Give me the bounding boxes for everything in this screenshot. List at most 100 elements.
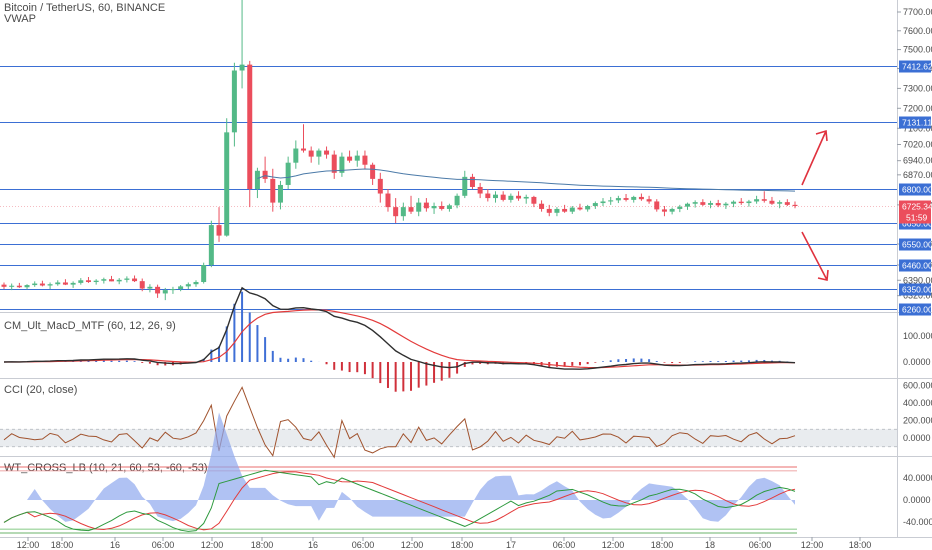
candles	[1, 0, 798, 301]
level-tag	[899, 303, 931, 316]
candle-body	[608, 200, 614, 202]
time-tick-label: 18:00	[451, 540, 474, 550]
candle-body	[55, 282, 61, 285]
candle-body	[39, 283, 45, 286]
candle-body	[308, 150, 314, 157]
candle-body	[347, 156, 353, 161]
cci-label: CCI (20, close)	[4, 384, 77, 396]
candle-body	[485, 193, 491, 199]
candle-body	[101, 279, 107, 281]
time-tick-label: 12:00	[401, 540, 424, 550]
time-tick-label: 12:00	[17, 540, 40, 550]
candle-body	[193, 282, 199, 285]
candle-body	[623, 198, 629, 200]
candle-body	[446, 205, 452, 209]
candle-body	[661, 209, 667, 212]
cci-tick-label: 400.0000	[903, 398, 932, 408]
wt-histogram-area	[4, 412, 795, 522]
last-price-tag	[899, 200, 931, 224]
level-tag	[899, 238, 931, 251]
candle-body	[16, 285, 22, 288]
candle-body	[462, 176, 468, 196]
vwap-label: VWAP	[4, 13, 36, 25]
time-tick-label: 12:00	[801, 540, 824, 550]
candle-body	[408, 207, 414, 212]
level-tag-text: 6350.00	[902, 285, 932, 295]
candle-body	[416, 202, 422, 212]
candle-body	[155, 286, 161, 294]
price-tick-label: 6940.00	[903, 156, 932, 166]
candle-body	[262, 170, 268, 179]
candle-body	[492, 194, 498, 199]
countdown-text: 51:59	[906, 213, 928, 223]
cci-tick-label: 0.0000	[903, 433, 931, 443]
macd-axis: 100.0000 0.0000	[903, 331, 932, 367]
price-axis[interactable]: 7700.007600.007500.007400.007300.007200.…	[897, 7, 932, 301]
price-tick-label: 7500.00	[903, 45, 932, 55]
price-tick-label: 6320.00	[903, 291, 932, 301]
candle-body	[132, 278, 138, 282]
time-tick-label: 16	[110, 540, 120, 550]
cci-tick-label: 600.0000	[903, 381, 932, 391]
time-axis[interactable]: 12:00 18:00 16 06:00 12:00 18:00 16 06:00 12:00 1…	[17, 537, 872, 550]
candle-body	[1, 284, 7, 287]
candle-body	[270, 178, 276, 203]
wt-tick-label: -40.0000	[903, 517, 932, 527]
price-pane[interactable]	[0, 0, 897, 312]
candle-body	[162, 290, 168, 294]
price-tick-label: 7300.00	[903, 83, 932, 93]
price-tick-label: 7200.00	[903, 103, 932, 113]
candle-body	[738, 201, 744, 204]
candle-body	[761, 199, 767, 201]
candle-body	[592, 203, 598, 206]
wt1-line	[3, 469, 796, 532]
candle-body	[769, 200, 775, 204]
candle-body	[201, 265, 207, 283]
cci-tick-label: 200.0000	[903, 416, 932, 426]
candle-body	[577, 207, 583, 210]
candle-body	[208, 225, 214, 265]
level-tag-text: 6550.00	[902, 240, 932, 250]
chart-title: Bitcoin / TetherUS, 60, BINANCE	[4, 2, 165, 14]
macd-pane[interactable]	[3, 286, 796, 392]
candle-body	[708, 203, 714, 205]
candle-body	[9, 285, 15, 287]
macd-line	[3, 286, 796, 370]
candle-body	[301, 148, 307, 151]
candle-body	[723, 203, 729, 206]
candle-body	[277, 184, 283, 203]
candle-body	[539, 203, 545, 209]
candle-body	[631, 196, 637, 200]
candle-body	[224, 132, 230, 236]
candle-body	[231, 70, 237, 133]
candle-body	[362, 155, 368, 165]
time-tick-label: 16	[308, 540, 318, 550]
cci-line	[3, 386, 796, 459]
macd-tick-label: 0.0000	[903, 357, 931, 367]
candle-body	[792, 204, 798, 206]
cci-pane[interactable]	[0, 386, 897, 459]
level-tag-text: 7131.11	[902, 118, 932, 128]
vwap-line	[257, 168, 796, 192]
candle-body	[516, 195, 522, 199]
candle-body	[178, 286, 184, 289]
time-tick-label: 18:00	[51, 540, 74, 550]
level-tag-text: 7412.62	[902, 62, 932, 72]
candle-body	[316, 150, 322, 157]
candle-body	[109, 279, 115, 282]
candle-body	[646, 199, 652, 202]
candle-body	[293, 148, 299, 163]
candle-body	[677, 206, 683, 209]
time-tick-label: 06:00	[749, 540, 772, 550]
candle-body	[185, 284, 191, 287]
candle-body	[170, 289, 176, 291]
candle-body	[731, 201, 737, 204]
candle-body	[47, 284, 53, 286]
level-tags: 7412.627131.116800.006650.006550.006460.…	[899, 60, 932, 316]
candle-body	[654, 201, 660, 210]
level-tag-text: 6260.00	[902, 305, 932, 315]
wt-pane[interactable]	[0, 412, 797, 534]
time-tick-label: 06:00	[152, 540, 175, 550]
candle-body	[469, 176, 475, 187]
